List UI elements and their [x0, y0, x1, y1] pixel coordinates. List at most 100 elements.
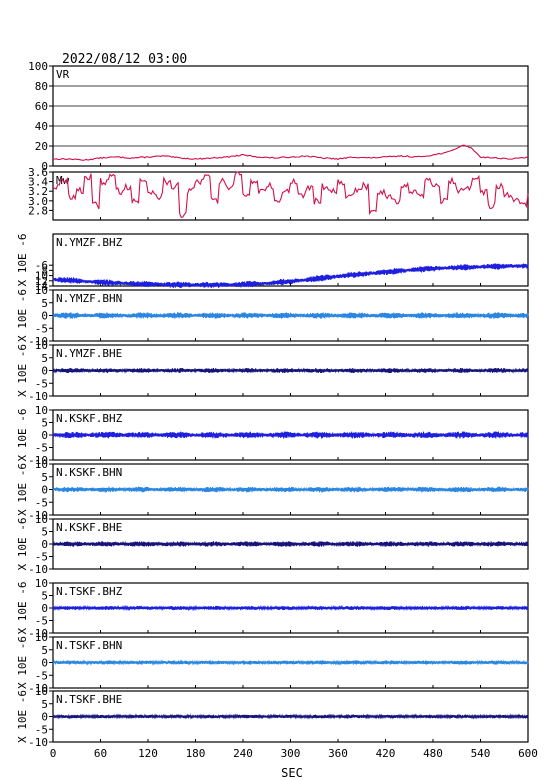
y-tick-label: 12	[35, 275, 48, 288]
panel-frame	[52, 233, 529, 287]
series-trace	[52, 312, 529, 319]
y-axis-unit-label: X 10E -6	[16, 636, 29, 689]
y-tick-label: -5	[35, 669, 48, 682]
x-tick-label: 600	[518, 747, 538, 760]
panel-mw: 2.83.03.23.43.6Mw	[28, 166, 529, 221]
y-tick-label: 10	[35, 685, 48, 698]
y-tick-label: 0	[41, 365, 48, 378]
y-tick-label: 2.8	[28, 204, 48, 217]
x-tick-label: 120	[138, 747, 158, 760]
y-tick-label: -5	[35, 496, 48, 509]
series-trace	[52, 144, 529, 161]
y-tick-label: -5	[35, 615, 48, 628]
y-tick-label: 5	[41, 526, 48, 539]
y-tick-label: -10	[28, 454, 48, 467]
x-axis-label: SEC	[281, 766, 303, 780]
panel-vr: 0 20 40 60 80 100 VR	[28, 60, 529, 173]
y-axis-unit-label: X 10E -6	[16, 582, 29, 635]
series-trace	[52, 171, 529, 219]
y-tick-label: -6	[35, 259, 48, 272]
y-tick-label: -5	[35, 322, 48, 335]
y-axis-unit-label: X 10E -6	[16, 690, 29, 743]
series-label: N.KSKF.BHE	[56, 521, 122, 534]
panel-frame	[52, 65, 529, 167]
y-tick-label: 5	[41, 590, 48, 603]
y-tick-label: 20	[35, 140, 48, 153]
y-tick-label: 80	[35, 80, 48, 93]
y-tick-label: 3.4	[28, 176, 48, 189]
x-tick-label: 240	[233, 747, 253, 760]
series-label: N.TSKF.BHE	[56, 693, 122, 706]
y-tick-label: 0	[41, 310, 48, 323]
timestamp: 2022/08/12 03:00	[62, 52, 187, 67]
series-label: N.TSKF.BHZ	[56, 585, 123, 598]
y-tick-label: 0	[41, 160, 48, 173]
y-tick-label: -5	[35, 551, 48, 564]
x-tick-label: 540	[471, 747, 491, 760]
series-trace	[52, 431, 529, 439]
y-tick-label: -10	[28, 682, 48, 695]
y-tick-label: 5	[41, 352, 48, 365]
y-axis-unit-label: X 10E -6	[16, 234, 29, 287]
x-tick-label: 360	[328, 747, 348, 760]
y-tick-label: 5	[41, 698, 48, 711]
y-tick-label: 10	[35, 270, 48, 283]
y-tick-label: 0	[41, 429, 48, 442]
x-tick-label: 300	[281, 747, 301, 760]
y-tick-label: -10	[28, 335, 48, 348]
series-trace	[52, 659, 529, 666]
series-label: VR	[56, 68, 70, 81]
x-tick-label: 180	[186, 747, 206, 760]
series-trace	[52, 486, 529, 493]
y-tick-label: -10	[28, 390, 48, 403]
x-tick-label: 420	[376, 747, 396, 760]
series-trace	[52, 713, 529, 720]
y-tick-label: -10	[28, 563, 48, 576]
panels: 020406080100VR2.83.03.23.43.6Mw-68101214…	[16, 60, 529, 749]
y-tick-label: -5	[35, 442, 48, 455]
y-tick-label: 5	[41, 471, 48, 484]
y-tick-label: 14	[35, 280, 49, 293]
y-tick-label: 0	[41, 711, 48, 724]
y-tick-label: 3.0	[28, 195, 48, 208]
y-tick-label: 10	[35, 513, 48, 526]
series-label: N.YMZF.BHE	[56, 347, 122, 360]
y-tick-label: 5	[41, 297, 48, 310]
y-tick-label: 0	[41, 538, 48, 551]
y-tick-label: 0	[41, 602, 48, 615]
series-trace	[52, 263, 529, 289]
y-tick-label: 10	[35, 577, 48, 590]
panel-frame	[52, 171, 529, 221]
series-trace	[52, 540, 529, 548]
y-tick-label: 8	[41, 264, 48, 277]
series-label: N.YMZF.BHN	[56, 292, 122, 305]
series-label: N.YMZF.BHZ	[56, 236, 123, 249]
y-axis-unit-label: X 10E -6	[16, 409, 29, 462]
y-axis-unit-label: X 10E -6	[16, 518, 29, 571]
y-tick-label: 3.6	[28, 166, 48, 179]
y-tick-label: 10	[35, 458, 48, 471]
y-tick-label: 0	[41, 657, 48, 670]
y-tick-label: 100	[28, 60, 48, 73]
y-tick-label: 0	[41, 484, 48, 497]
y-tick-label: -10	[28, 509, 48, 522]
x-tick-label: 0	[50, 747, 57, 760]
y-tick-label: 10	[35, 404, 48, 417]
y-tick-label: -5	[35, 723, 48, 736]
series-label: N.KSKF.BHN	[56, 466, 122, 479]
y-tick-label: 10	[35, 284, 48, 297]
y-tick-label: -10	[28, 627, 48, 640]
y-axis-unit-label: X 10E -6	[16, 463, 29, 516]
y-axis-unit-label: X 10E -6	[16, 289, 29, 342]
y-tick-label: -10	[28, 736, 48, 749]
y-tick-label: 3.2	[28, 185, 48, 198]
